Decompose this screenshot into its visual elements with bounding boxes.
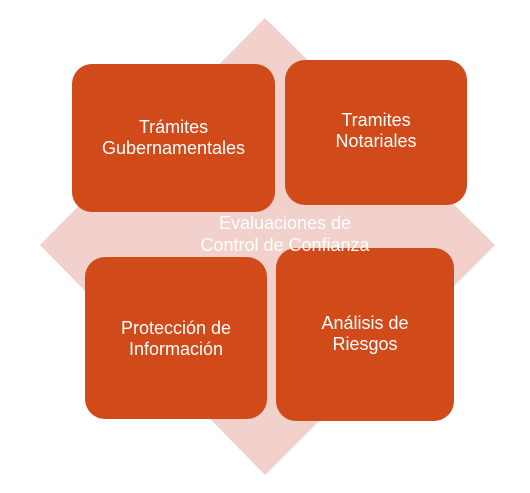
quadrant-top-right: Tramites Notariales: [285, 60, 467, 205]
quadrant-top-left-label: Trámites Gubernamentales: [101, 117, 246, 158]
quadrant-top-right-label: Tramites Notariales: [335, 110, 417, 151]
quadrant-bottom-right-label: Análisis de Riesgos: [321, 313, 409, 354]
quadrant-bottom-right: Análisis de Riesgos: [276, 248, 454, 421]
center-label: Evaluaciones de Control de Confianza: [200, 213, 370, 255]
quadrant-top-left: Trámites Gubernamentales: [72, 64, 275, 212]
quadrant-bottom-left: Protección de Información: [85, 257, 267, 419]
quadrant-bottom-left-label: Protección de Información: [120, 318, 232, 359]
